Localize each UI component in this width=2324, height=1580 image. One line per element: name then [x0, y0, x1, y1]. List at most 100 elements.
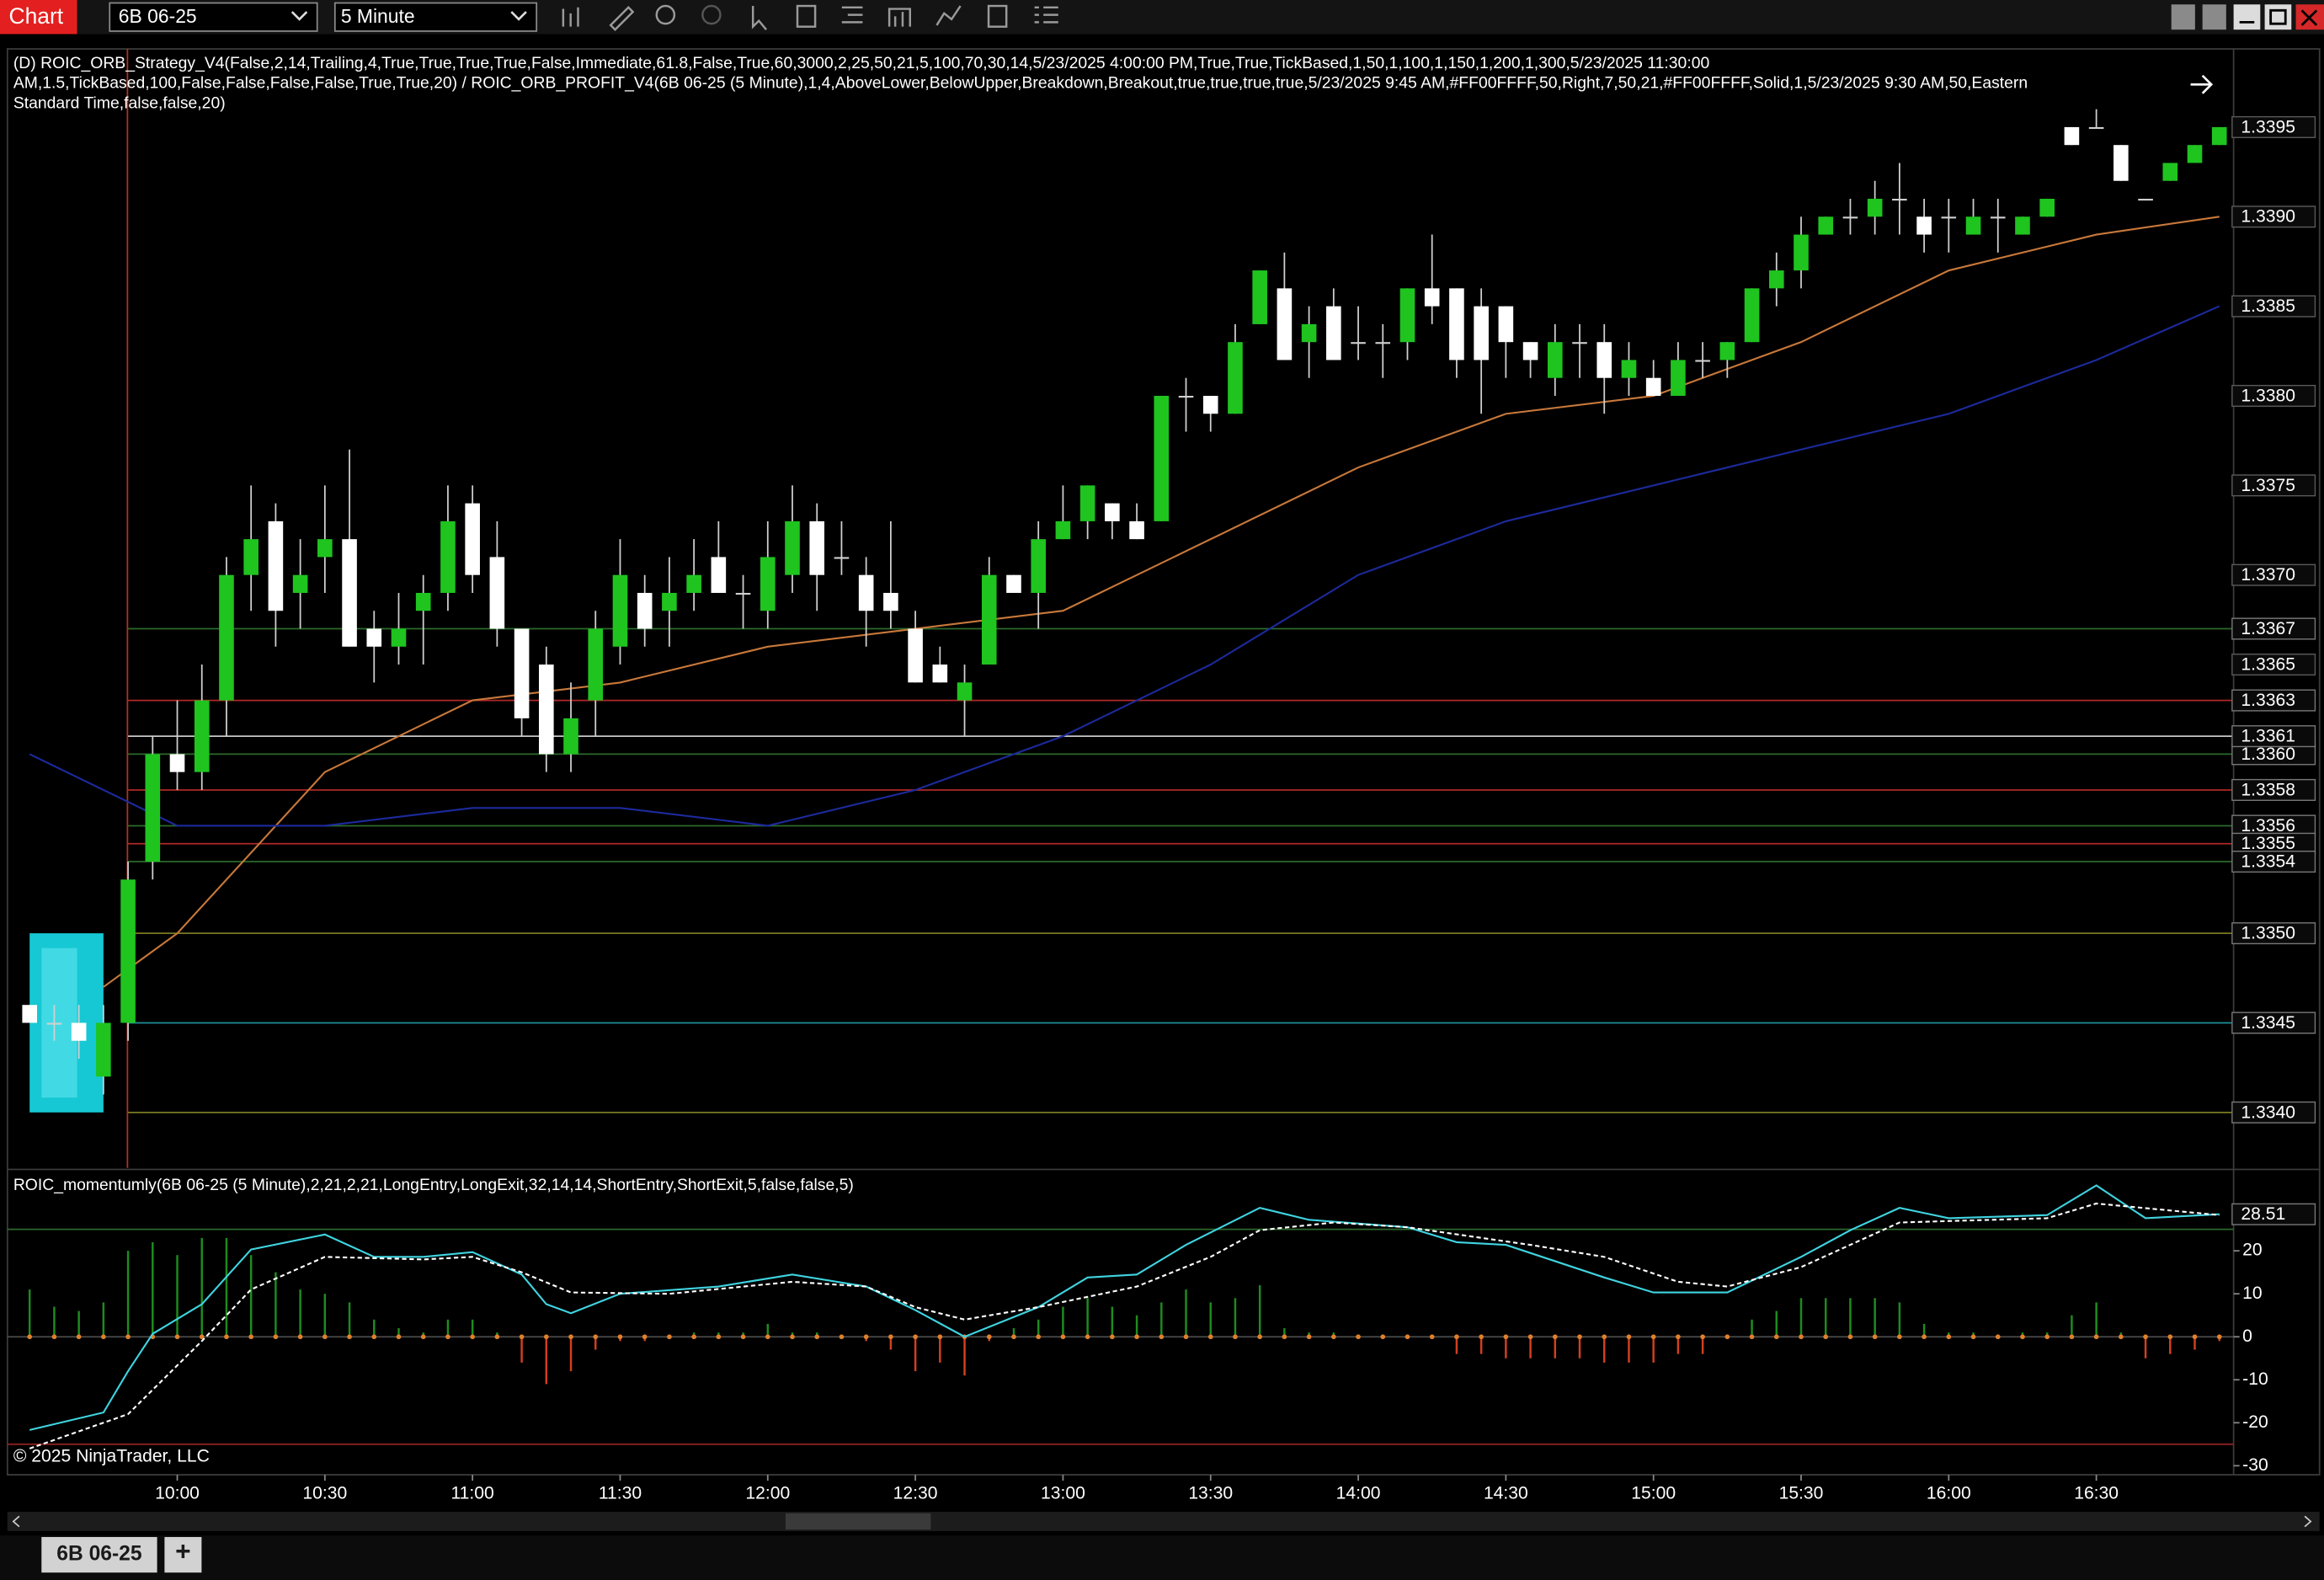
candle-body — [465, 503, 480, 575]
maximize-button[interactable] — [2264, 4, 2292, 30]
time-tick-label: 11:30 — [599, 1484, 642, 1503]
candle-body — [366, 628, 382, 647]
zero-dot — [273, 1334, 279, 1340]
candle-body — [957, 682, 973, 701]
candle-body — [194, 700, 210, 772]
zero-dot — [2143, 1334, 2148, 1340]
scrollbar-thumb[interactable] — [785, 1513, 931, 1530]
price-label-box — [2231, 206, 2316, 228]
zero-dot — [1380, 1334, 1386, 1340]
candle-body — [1351, 342, 1366, 344]
scroll-arrows[interactable] — [12, 1515, 2312, 1528]
zero-dot — [1922, 1334, 1927, 1340]
candle-body — [1105, 503, 1120, 521]
template-icon[interactable] — [987, 4, 1008, 28]
candle-body — [932, 665, 948, 683]
window-button[interactable] — [2171, 4, 2195, 30]
zoom-in-icon[interactable] — [655, 4, 676, 25]
strategies-icon[interactable] — [935, 5, 962, 26]
candle-body — [317, 539, 333, 558]
zero-dot — [1749, 1334, 1755, 1340]
indicator-tick-label: -20 — [2242, 1412, 2268, 1432]
candle-body — [243, 539, 259, 575]
zero-dot — [224, 1334, 229, 1340]
zero-dot — [716, 1334, 722, 1340]
indicator-tick-label: -30 — [2242, 1455, 2268, 1475]
pointer-icon[interactable] — [751, 6, 767, 30]
zero-dot — [51, 1334, 57, 1340]
tab-bar — [0, 1535, 2324, 1580]
candle-body — [1129, 520, 1144, 540]
zero-dot — [27, 1334, 33, 1340]
zero-dot — [322, 1334, 328, 1340]
candle-body — [169, 754, 185, 772]
zero-dot — [2167, 1334, 2173, 1340]
instrument-tab-label: 6B 06-25 — [56, 1543, 142, 1566]
zero-dot — [2093, 1334, 2099, 1340]
price-tick-label: 1.3390 — [2241, 207, 2295, 227]
candle-body — [391, 628, 407, 647]
zero-dot — [1282, 1334, 1287, 1340]
indicators-icon[interactable] — [887, 8, 911, 27]
copyright: © 2025 NinjaTrader, LLC — [13, 1447, 210, 1466]
instrument-selector[interactable] — [109, 2, 318, 32]
price-tick-label: 1.3385 — [2241, 296, 2295, 316]
draw-icon[interactable] — [609, 6, 635, 31]
candle-body — [1916, 216, 1932, 235]
candle-body — [1202, 395, 1218, 414]
add-tab-button[interactable] — [164, 1536, 202, 1573]
zero-dot — [2192, 1334, 2198, 1340]
strategy-legend: Standard Time,false,false,20) — [13, 93, 226, 112]
candle-body — [1006, 574, 1021, 593]
data-box-icon[interactable] — [796, 4, 817, 28]
candle-body — [785, 520, 800, 575]
candle-body — [1768, 270, 1784, 289]
window-button[interactable] — [2202, 4, 2226, 30]
zero-dot — [814, 1334, 820, 1340]
candle-body — [1449, 288, 1464, 360]
candle-body — [1178, 395, 1194, 398]
price-tick-label: 1.3395 — [2241, 117, 2295, 136]
candle-body — [2162, 163, 2178, 181]
candle-body — [908, 628, 923, 683]
candle-body — [883, 592, 898, 611]
interval-selector[interactable] — [333, 2, 538, 32]
dropdown-arrow — [290, 11, 308, 21]
zero-dot — [125, 1334, 131, 1340]
bar-type-icon[interactable] — [562, 7, 579, 27]
candle-body — [1572, 342, 1587, 344]
candle-body — [1277, 288, 1293, 360]
moving-average-line — [103, 216, 2220, 988]
zero-dot — [1011, 1334, 1016, 1340]
candle-body — [2064, 126, 2080, 146]
candle-body — [2088, 126, 2104, 130]
menu-icon[interactable] — [1034, 6, 1058, 24]
zero-dot — [199, 1334, 205, 1340]
minimize-button[interactable] — [2233, 4, 2261, 30]
candle-body — [219, 574, 234, 701]
add-tab-label: + — [175, 1536, 191, 1567]
window-button-glyphs — [2239, 8, 2318, 26]
candle-body — [686, 574, 701, 593]
chart-tab[interactable] — [0, 0, 77, 35]
indicator-line — [29, 1184, 2220, 1431]
price-label-box — [2231, 563, 2316, 586]
scrollbar[interactable] — [7, 1512, 2320, 1531]
candle-body — [2015, 216, 2030, 235]
instrument-tab[interactable] — [41, 1536, 157, 1573]
zero-dot — [1773, 1334, 1779, 1340]
price-label-box — [2231, 474, 2316, 497]
indicator-line — [29, 1202, 2220, 1449]
zero-dot — [937, 1334, 943, 1340]
properties-icon[interactable] — [841, 6, 863, 24]
candle-body — [637, 592, 653, 629]
price-label-box — [2231, 851, 2316, 873]
zero-dot — [568, 1334, 573, 1340]
zero-dot — [1626, 1334, 1632, 1340]
zero-dot — [765, 1334, 770, 1340]
zero-dot — [1207, 1334, 1213, 1340]
zoom-out-icon[interactable] — [701, 4, 722, 25]
scroll-to-end-arrow[interactable] — [2190, 74, 2214, 94]
time-tick-label: 14:30 — [1484, 1484, 1528, 1503]
candle-body — [1375, 342, 1391, 344]
